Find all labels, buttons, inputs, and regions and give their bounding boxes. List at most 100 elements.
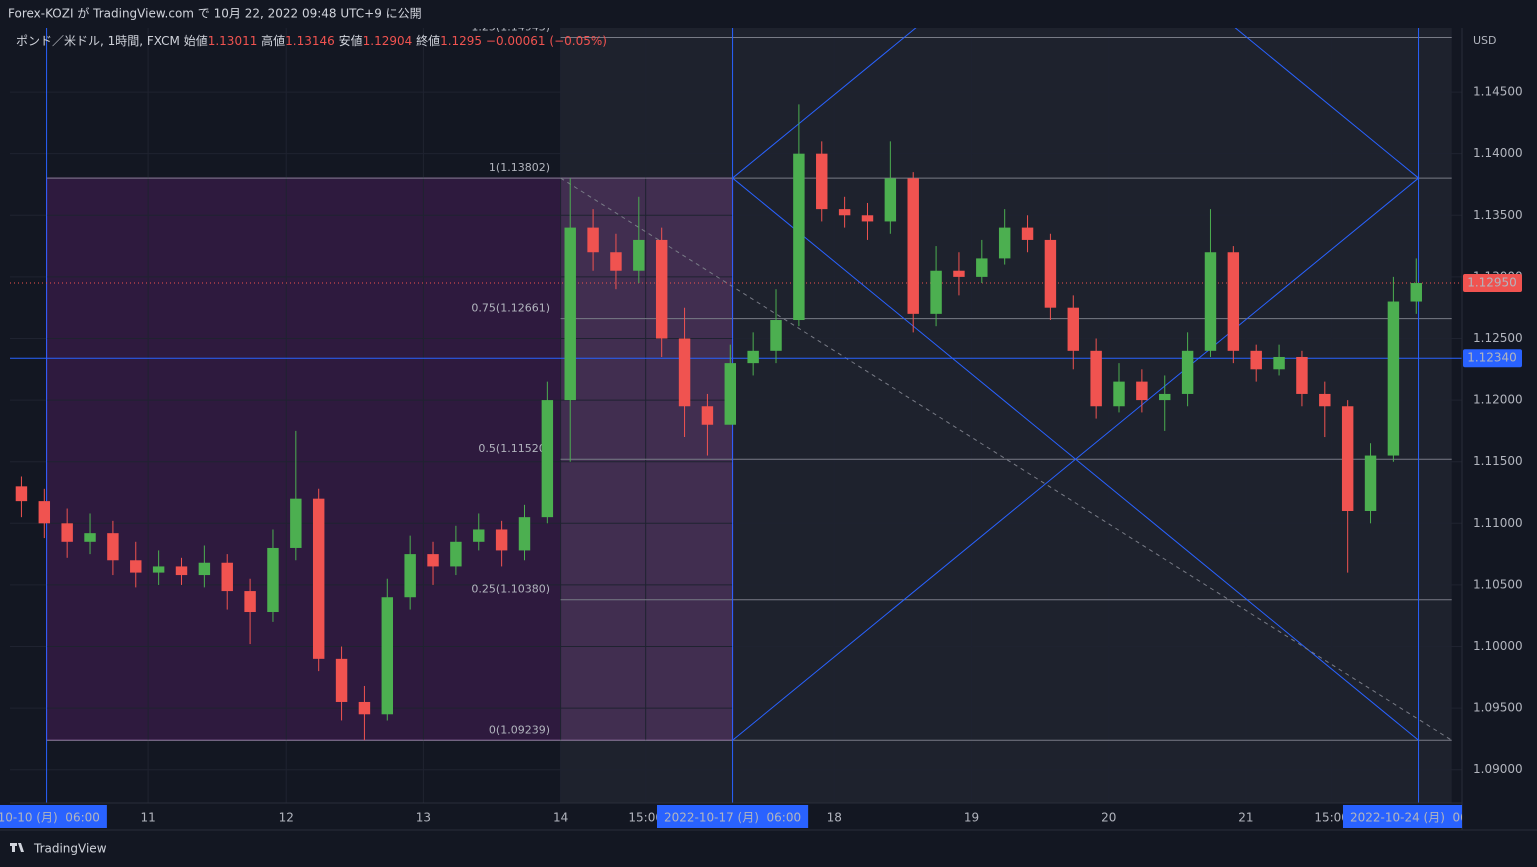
candle-body xyxy=(953,270,965,277)
candle-body xyxy=(1067,307,1079,351)
candle-body xyxy=(175,566,188,576)
candle-body xyxy=(564,227,576,401)
crosshair-date-box xyxy=(1342,805,1462,828)
candle-body xyxy=(1296,356,1308,394)
currency-label: USD xyxy=(1473,34,1497,47)
y-tick-label: 1.14000 xyxy=(1473,146,1523,160)
legend-item: 1.12904 xyxy=(363,34,413,48)
candle-body xyxy=(312,498,325,659)
crosshair-date-box xyxy=(0,805,107,828)
legend-item: 安値 xyxy=(335,33,363,48)
legend-item: 1.13011 xyxy=(208,34,258,48)
candle-body xyxy=(838,209,851,216)
candle-body xyxy=(427,554,439,567)
candle-body xyxy=(541,400,554,518)
candle-body xyxy=(1204,252,1217,351)
candle-body xyxy=(130,560,142,573)
fib-label: 0(1.09239) xyxy=(489,723,550,736)
candle-body xyxy=(587,227,599,253)
x-tick-label: 21 xyxy=(1238,811,1253,825)
candle-body xyxy=(518,517,531,551)
gann-line xyxy=(1234,28,1419,179)
candle-body xyxy=(244,591,256,613)
candle-body xyxy=(15,486,28,502)
price-tag-label: 1.12340 xyxy=(1467,351,1517,365)
y-tick-label: 1.11500 xyxy=(1473,454,1523,468)
candle-body xyxy=(1387,301,1400,456)
legend-item: −0.00061 (−0.05%) xyxy=(482,34,607,48)
x-tick-label: 11 xyxy=(140,811,155,825)
candle-body xyxy=(816,153,828,210)
candle-body xyxy=(1021,227,1034,240)
x-tick-label: 13 xyxy=(416,811,431,825)
legend: ポンド／米ドル, 1時間, FXCM 始値1.13011 高値1.13146 安… xyxy=(16,33,607,48)
candle-body xyxy=(770,320,782,351)
candle-body xyxy=(907,178,919,314)
legend-item: 1.1295 xyxy=(440,34,482,48)
y-tick-label: 1.10500 xyxy=(1473,577,1523,591)
candle-body xyxy=(1090,350,1102,407)
candle-body xyxy=(495,529,508,551)
y-tick-label: 1.11000 xyxy=(1473,516,1523,530)
x-tick-label: 12 xyxy=(279,811,294,825)
crosshair-date-label: 2022-10-24 (月) 06:00 xyxy=(1350,811,1487,825)
candle-body xyxy=(793,153,805,321)
fib-label: 1.25(1.14943) xyxy=(471,20,550,33)
crosshair-date-label: -10-10 (月) 06:00 xyxy=(0,811,100,825)
price-tag xyxy=(1463,349,1522,368)
candle-body xyxy=(1319,393,1331,407)
candle-body xyxy=(1136,381,1148,401)
candle-body xyxy=(861,215,874,222)
candle-body xyxy=(267,547,279,613)
candle-body xyxy=(38,501,51,524)
gann-line xyxy=(732,177,1419,741)
candle-body xyxy=(610,252,622,271)
gann-line xyxy=(732,28,917,179)
candle-body xyxy=(678,338,691,407)
candle-body xyxy=(358,701,371,715)
candle-body xyxy=(1341,406,1354,511)
y-tick-label: 1.12500 xyxy=(1473,331,1523,345)
legend-item: 1.13146 xyxy=(285,34,335,48)
candle-body xyxy=(884,178,897,222)
fib-label: 1(1.13802) xyxy=(489,161,550,174)
y-tick-label: 1.12000 xyxy=(1473,393,1523,407)
candle-body xyxy=(335,658,348,702)
candle-body xyxy=(473,529,485,542)
candle-body xyxy=(1364,455,1377,511)
crosshair-date-label: 2022-10-17 (月) 06:00 xyxy=(664,811,801,825)
y-tick-label: 1.14500 xyxy=(1473,85,1523,99)
price-tag xyxy=(1463,274,1522,293)
candle-body xyxy=(381,597,394,715)
fib-label: 0.25(1.10380) xyxy=(471,583,550,596)
candle-body xyxy=(1273,356,1285,370)
candle-body xyxy=(404,554,416,598)
x-tick-label: 20 xyxy=(1101,811,1116,825)
candle-body xyxy=(998,227,1011,259)
candle-body xyxy=(221,562,233,592)
y-tick-label: 1.09500 xyxy=(1473,701,1523,715)
candle-body xyxy=(61,523,73,542)
legend-item: 高値 xyxy=(257,33,285,48)
legend-item: 終値 xyxy=(412,33,440,48)
candle-body xyxy=(152,566,165,573)
candle-body xyxy=(701,406,714,425)
legend-item: 始値 xyxy=(180,33,208,48)
x-tick-label: 19 xyxy=(964,811,979,825)
candle-body xyxy=(1250,350,1262,370)
candle-body xyxy=(1044,239,1057,308)
fib-label: 0.5(1.11520) xyxy=(478,442,550,455)
candle-body xyxy=(930,270,942,314)
crosshair-date-box xyxy=(656,805,809,828)
x-tick-label: 18 xyxy=(827,811,842,825)
candle-body xyxy=(747,350,759,364)
candle-body xyxy=(84,533,96,542)
candle-body xyxy=(198,562,211,576)
candle-body xyxy=(655,239,668,339)
fib-label: 0.75(1.12661) xyxy=(471,302,550,315)
candle-body xyxy=(1227,252,1240,351)
candle-body xyxy=(450,541,462,567)
candle-body xyxy=(724,363,736,425)
x-tick-label: 15:00 xyxy=(628,811,663,825)
